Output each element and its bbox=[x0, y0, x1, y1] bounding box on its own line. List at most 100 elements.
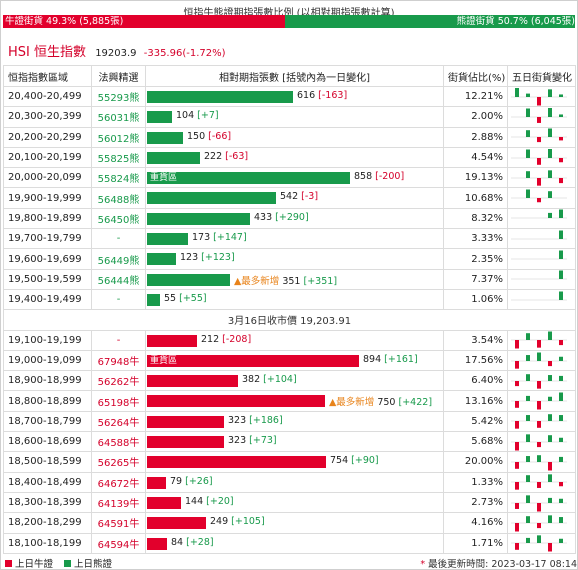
range-cell: 18,200-18,299 bbox=[3, 512, 92, 534]
product-code-link[interactable]: 55824熊 bbox=[91, 167, 146, 189]
product-code-link[interactable]: 56262牛 bbox=[91, 370, 146, 392]
five-day-sparkline bbox=[511, 494, 567, 512]
contracts-label: 433 [+290] bbox=[254, 212, 309, 223]
contracts-label: 382 [+104] bbox=[242, 374, 297, 385]
product-code-link[interactable]: 56444熊 bbox=[91, 268, 146, 290]
bull-contracts-bar bbox=[147, 496, 181, 509]
sparkline-bar bbox=[526, 108, 530, 117]
range-cell: 18,100-18,199 bbox=[3, 532, 92, 554]
contracts-label: 858 [-200] bbox=[354, 171, 404, 182]
contracts-value: 104 bbox=[176, 110, 195, 122]
contracts-label: 55 [+55] bbox=[164, 293, 207, 304]
contracts-label: 79 [+26] bbox=[170, 476, 213, 487]
product-code-link[interactable]: 64672牛 bbox=[91, 471, 146, 493]
table-row: 18,400-18,499 64672牛 79 [+26] 1.33% bbox=[3, 471, 576, 493]
sparkline-bar bbox=[548, 461, 552, 471]
share-cell: 19.13% bbox=[443, 167, 508, 189]
share-cell: 4.16% bbox=[443, 512, 508, 534]
sparkline-bar bbox=[559, 415, 563, 422]
contracts-value: 144 bbox=[185, 495, 204, 507]
product-code-link[interactable]: 56031熊 bbox=[91, 106, 146, 128]
daily-change: [+351] bbox=[303, 275, 338, 287]
sparkline-bar bbox=[515, 421, 519, 430]
contracts-value: 323 bbox=[228, 435, 247, 447]
share-cell: 6.40% bbox=[443, 370, 508, 392]
contracts-cell: 144 [+20] bbox=[145, 491, 444, 514]
share-cell: 2.88% bbox=[443, 126, 508, 148]
contracts-value: 150 bbox=[187, 130, 206, 142]
product-code-link[interactable]: 56449熊 bbox=[91, 248, 146, 270]
product-code-link[interactable]: 55825熊 bbox=[91, 146, 146, 169]
product-code-link[interactable]: 56264牛 bbox=[91, 410, 146, 433]
bear-contracts-bar bbox=[147, 233, 188, 246]
sparkline-bar bbox=[537, 157, 541, 165]
sparkline-bar bbox=[537, 137, 541, 143]
bear-square-icon bbox=[64, 560, 72, 567]
share-cell: 2.00% bbox=[443, 106, 508, 128]
sparkline-bar bbox=[537, 380, 541, 389]
product-code-link[interactable]: 56265牛 bbox=[91, 451, 146, 473]
contracts-value: 858 bbox=[354, 171, 373, 183]
share-cell: 2.73% bbox=[443, 491, 508, 514]
range-cell: 20,000-20,099 bbox=[3, 167, 92, 189]
product-code-link[interactable]: 64588牛 bbox=[91, 431, 146, 453]
range-cell: 20,200-20,299 bbox=[3, 126, 92, 148]
index-summary: HSI 恒生指數 19203.9 -335.96(-1.72%) bbox=[8, 41, 226, 60]
product-code-link[interactable]: 56450熊 bbox=[91, 207, 146, 230]
product-code-link[interactable]: 64591牛 bbox=[91, 512, 146, 534]
sparkline-bar bbox=[526, 434, 530, 442]
range-cell: 19,800-19,899 bbox=[3, 207, 92, 230]
contracts-label: 123 [+123] bbox=[180, 252, 235, 263]
table-row: 18,100-18,199 64594牛 84 [+28] 1.71% bbox=[3, 532, 576, 554]
sparkline-bar bbox=[515, 380, 519, 386]
contracts-cell: 重貨區 894 [+161] bbox=[145, 349, 444, 372]
close-price-divider: 3月16日收市價 19,203.91 bbox=[3, 309, 576, 331]
bear-contracts-bar bbox=[147, 273, 230, 286]
contracts-value: 754 bbox=[330, 455, 349, 467]
contracts-cell: 382 [+104] bbox=[145, 370, 444, 392]
range-cell: 19,900-19,999 bbox=[3, 187, 92, 209]
product-code-link[interactable]: 56012熊 bbox=[91, 126, 146, 148]
sparkline-bar bbox=[548, 474, 552, 483]
contracts-label: 894 [+161] bbox=[363, 354, 418, 365]
sparkline-bar bbox=[559, 250, 563, 260]
sparkline-bar bbox=[548, 396, 552, 402]
sparkline-bar bbox=[559, 209, 563, 219]
table-row: 20,000-20,099 55824熊 重貨區 858 [-200] 19.13% bbox=[3, 167, 576, 189]
product-code-link[interactable]: 67948牛 bbox=[91, 349, 146, 372]
sparkline-bar bbox=[537, 522, 541, 528]
sparkline-bar bbox=[526, 149, 530, 158]
table-row: 19,400-19,499- 55 [+55] 1.06% bbox=[3, 288, 576, 311]
product-code-link[interactable]: 56488熊 bbox=[91, 187, 146, 209]
five-day-cell bbox=[507, 329, 576, 351]
contracts-cell: 150 [-66] bbox=[145, 126, 444, 148]
range-cell: 19,600-19,699 bbox=[3, 248, 92, 270]
five-day-sparkline bbox=[511, 189, 567, 203]
sparkline-bar bbox=[559, 482, 563, 487]
product-code-link[interactable]: 64139牛 bbox=[91, 491, 146, 514]
contracts-value: 382 bbox=[242, 374, 261, 386]
sparkline-bar bbox=[515, 502, 519, 509]
five-day-cell bbox=[507, 187, 576, 209]
table-row: 19,600-19,699 56449熊 123 [+123] 2.35% bbox=[3, 248, 576, 270]
table-row: 19,100-19,199- 212 [-208] 3.54% bbox=[3, 329, 576, 351]
range-cell: 19,100-19,199 bbox=[3, 329, 92, 351]
sparkline-bar bbox=[559, 157, 563, 162]
sparkline-bar bbox=[537, 502, 541, 512]
five-day-cell bbox=[507, 451, 576, 473]
product-code-link[interactable]: 64594牛 bbox=[91, 532, 146, 554]
product-code-link[interactable]: 65198牛 bbox=[91, 390, 146, 412]
share-cell: 3.33% bbox=[443, 228, 508, 250]
sparkline-bar bbox=[537, 535, 541, 544]
product-code-link: - bbox=[91, 329, 146, 351]
sparkline-bar bbox=[526, 494, 530, 503]
product-code-link: - bbox=[91, 288, 146, 311]
product-code-link[interactable]: 55293熊 bbox=[91, 85, 146, 108]
sparkline-bar bbox=[515, 522, 519, 532]
share-cell: 5.68% bbox=[443, 431, 508, 453]
table-header-row: 恒指指數區域 法興精選 相對期指張數 [括號內為一日變化] 街貨佔比(%) 五日… bbox=[3, 65, 576, 87]
five-day-sparkline bbox=[511, 331, 567, 349]
daily-change: [+90] bbox=[351, 455, 379, 467]
contracts-cell: ▲最多新增 351 [+351] bbox=[145, 268, 444, 290]
range-cell: 19,000-19,099 bbox=[3, 349, 92, 372]
